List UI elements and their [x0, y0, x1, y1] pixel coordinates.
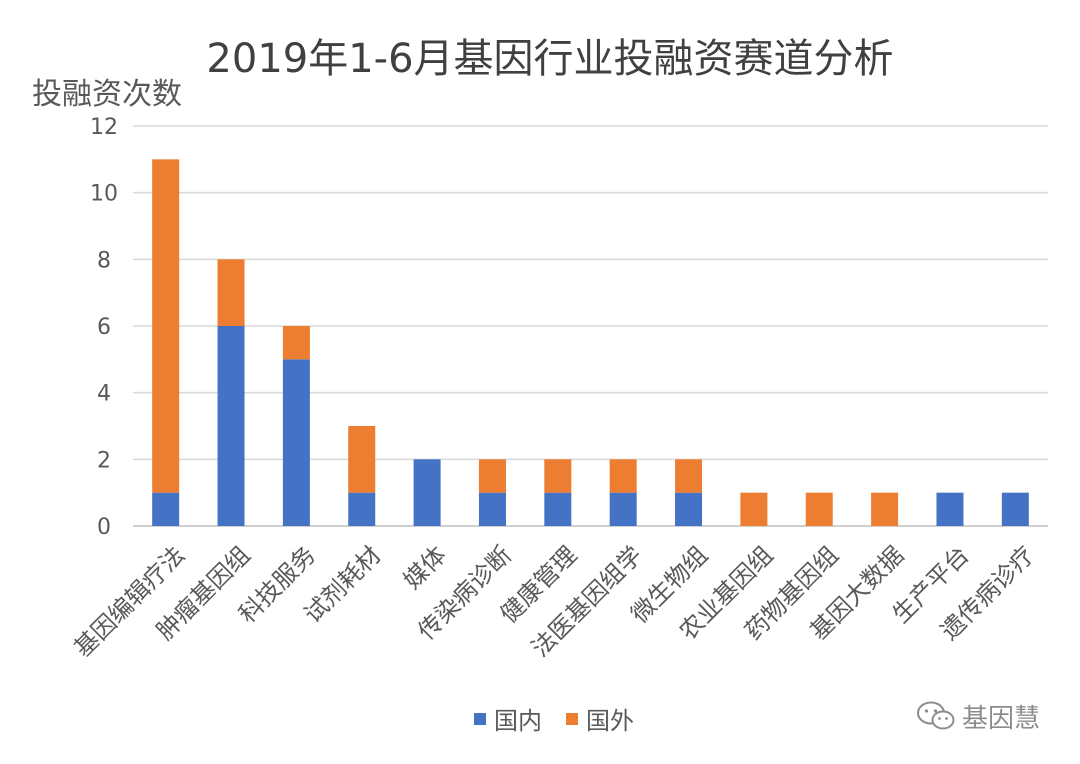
- legend-swatch: [566, 713, 578, 725]
- bar-segment: [609, 459, 637, 493]
- bar-segment: [348, 492, 376, 526]
- y-tick-label: 8: [97, 248, 111, 273]
- bar-segment: [152, 159, 180, 493]
- watermark-text: 基因慧: [961, 703, 1040, 734]
- y-axis-label: 投融资次数: [32, 77, 182, 112]
- bar-segment: [675, 459, 703, 493]
- y-tick-label: 6: [97, 315, 111, 340]
- bar-segment: [740, 492, 768, 526]
- y-tick-label: 2: [97, 448, 111, 473]
- bar-segment: [805, 492, 833, 526]
- bar-segment: [282, 359, 310, 526]
- gridlines: [133, 125, 1048, 527]
- y-tick-label: 0: [97, 515, 111, 540]
- bar-segment: [348, 426, 376, 493]
- bar-segment: [413, 459, 441, 526]
- bar-segment: [478, 492, 506, 526]
- bar-segment: [217, 326, 245, 526]
- y-axis-ticks: 0 2 4 6 8 10 12: [90, 115, 118, 540]
- bar-segment: [217, 259, 245, 326]
- y-tick-label: 4: [97, 382, 111, 407]
- legend: 国内 国外: [474, 707, 634, 735]
- bar-segment: [609, 492, 637, 526]
- legend-label: 国内: [494, 707, 542, 735]
- bars: [152, 159, 1029, 526]
- chart-title: 2019年1-6月基因行业投融资赛道分析: [206, 36, 893, 82]
- watermark: 基因慧: [916, 698, 1040, 734]
- bar-segment: [871, 492, 899, 526]
- bar-segment: [544, 459, 572, 493]
- bar-segment: [282, 326, 310, 360]
- bar-segment: [152, 492, 180, 526]
- bar-segment: [1001, 492, 1029, 526]
- bar-segment: [544, 492, 572, 526]
- bar-segment: [675, 492, 703, 526]
- wechat-icon: [916, 700, 956, 732]
- legend-label: 国外: [586, 707, 634, 735]
- bar-segment: [478, 459, 506, 493]
- y-tick-label: 10: [90, 182, 118, 207]
- x-tick-label: 媒体: [398, 541, 452, 595]
- legend-swatch: [474, 713, 486, 725]
- y-tick-label: 12: [90, 115, 118, 140]
- bar-segment: [936, 492, 964, 526]
